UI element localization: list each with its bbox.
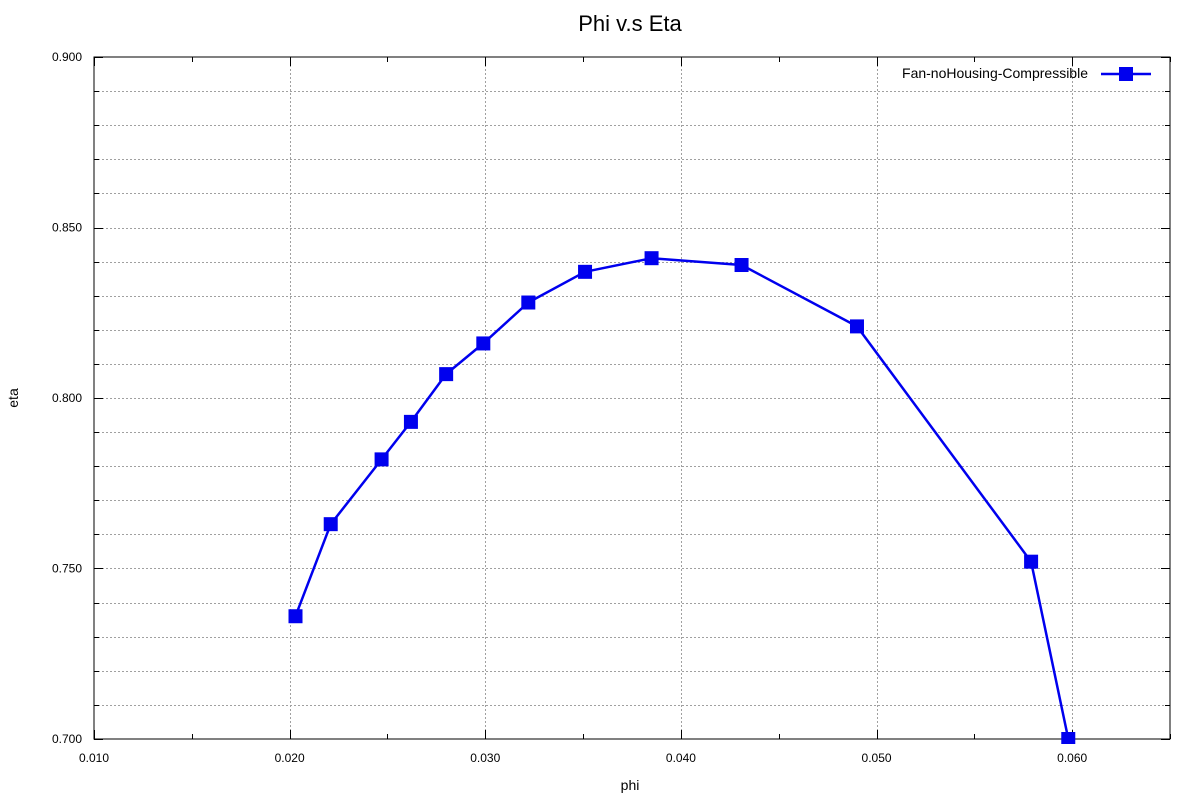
y-tick-label: 0.700 — [52, 732, 82, 746]
data-point-marker — [578, 264, 593, 279]
data-point-marker — [403, 414, 418, 429]
legend: Fan-noHousing-Compressible — [902, 65, 1151, 81]
legend-label: Fan-noHousing-Compressible — [902, 65, 1088, 81]
data-point-marker — [1024, 554, 1039, 569]
data-point-marker — [288, 609, 303, 624]
data-point-marker — [374, 452, 389, 467]
y-tick-label: 0.800 — [52, 391, 82, 405]
x-tick-label: 0.010 — [79, 751, 109, 765]
chart-title: Phi v.s Eta — [578, 11, 682, 36]
data-point-marker — [323, 517, 338, 532]
x-axis-title: phi — [621, 777, 640, 793]
data-point-marker — [1061, 732, 1076, 744]
y-tick-label: 0.850 — [52, 221, 82, 235]
y-axis-title: eta — [5, 388, 21, 408]
x-axis-tick-labels: 0.010 0.020 0.030 0.040 0.050 0.060 — [79, 751, 1088, 765]
series-layer — [288, 251, 1076, 744]
x-tick-label: 0.020 — [275, 751, 305, 765]
legend-marker-swatch — [1119, 67, 1133, 81]
data-point-marker — [521, 295, 536, 310]
plot-area-frame — [93, 56, 1171, 740]
y-axis-tick-labels: 0.700 0.750 0.800 0.850 0.900 — [52, 50, 82, 746]
data-point-marker — [849, 319, 864, 334]
y-tick-label: 0.900 — [52, 50, 82, 64]
x-tick-label: 0.060 — [1057, 751, 1087, 765]
x-tick-label: 0.050 — [862, 751, 892, 765]
data-point-marker — [734, 258, 749, 273]
data-point-marker — [476, 336, 491, 351]
y-tick-label: 0.750 — [52, 562, 82, 576]
data-point-marker — [439, 367, 454, 382]
data-point-marker — [644, 251, 659, 266]
x-tick-label: 0.040 — [666, 751, 696, 765]
x-tick-label: 0.030 — [470, 751, 500, 765]
grid — [94, 57, 1170, 739]
